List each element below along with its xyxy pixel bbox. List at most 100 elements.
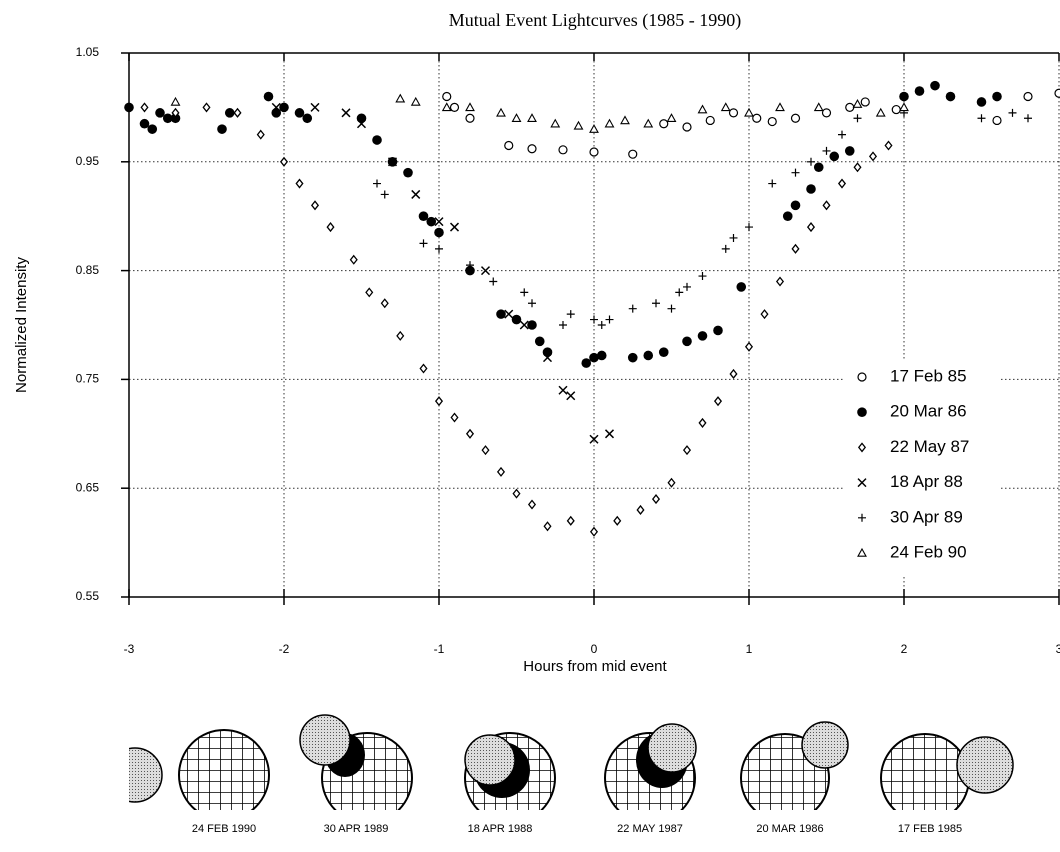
point [496, 107, 506, 117]
legend-marker [857, 407, 867, 418]
point [658, 347, 669, 358]
point [627, 352, 638, 363]
point [271, 108, 282, 118]
point [496, 309, 506, 319]
point [590, 315, 598, 324]
point [465, 428, 475, 439]
point [302, 113, 313, 124]
point [450, 412, 459, 423]
point [217, 124, 227, 134]
point [604, 429, 615, 439]
point [891, 104, 901, 115]
point [745, 223, 753, 232]
point [558, 385, 568, 395]
point [581, 358, 592, 368]
point [171, 107, 180, 118]
point [233, 107, 242, 118]
point [279, 156, 289, 167]
point [512, 488, 521, 499]
legend-label: 17 Feb 85 [890, 366, 967, 385]
point [945, 91, 956, 102]
diagram-label: 18 APR 1988 [468, 823, 533, 835]
legend-marker [857, 442, 867, 453]
point [465, 113, 475, 123]
y-tick-label: 0.55 [76, 589, 100, 603]
point [527, 144, 537, 154]
point [387, 157, 398, 167]
point [698, 417, 707, 428]
point [596, 350, 607, 361]
legend: 17 Feb 85 20 Mar 86 22 May 87 18 Apr 88 30 A… [845, 360, 1000, 575]
point [528, 299, 536, 308]
point [396, 330, 405, 341]
point [380, 298, 389, 309]
diagram [129, 714, 1014, 810]
point [976, 97, 987, 107]
point [713, 396, 723, 407]
point [566, 310, 575, 319]
point [837, 178, 847, 189]
x-tick-label: -3 [124, 642, 135, 656]
x-tick-label: 0 [591, 642, 598, 656]
legend-marker [857, 547, 867, 557]
point [682, 445, 692, 456]
point [697, 331, 708, 341]
point [613, 515, 622, 526]
point [573, 120, 584, 130]
point [721, 244, 730, 253]
point [992, 91, 1002, 102]
point [806, 184, 816, 194]
point [652, 299, 660, 308]
diagram-label: 24 FEB 1990 [192, 823, 256, 835]
point [566, 391, 576, 401]
point [395, 93, 406, 103]
point [651, 494, 661, 505]
point [775, 102, 785, 112]
point [466, 261, 474, 270]
legend-marker [857, 372, 867, 382]
point [489, 277, 498, 286]
point [449, 102, 460, 113]
y-tick-label: 0.85 [76, 263, 100, 277]
point [682, 122, 692, 132]
point [838, 130, 846, 139]
point [728, 108, 739, 118]
point [504, 140, 514, 151]
point [705, 115, 715, 126]
point [410, 96, 421, 106]
point [543, 521, 552, 532]
point [480, 266, 491, 276]
point [697, 104, 708, 114]
point [822, 200, 831, 211]
point [449, 222, 460, 232]
diagram-label: 30 APR 1989 [324, 823, 389, 835]
point [914, 86, 925, 96]
point [667, 304, 676, 313]
legend-label: 30 Apr 89 [890, 507, 963, 526]
x-tick-label: -2 [279, 642, 290, 656]
point [310, 200, 320, 211]
point [419, 239, 428, 248]
legend-label: 22 May 87 [890, 437, 969, 456]
point [224, 108, 235, 118]
chart-title: Mutual Event Lightcurves (1985 - 1990) [449, 10, 741, 31]
point [813, 102, 824, 112]
point [279, 102, 289, 113]
point [170, 113, 181, 124]
point [782, 211, 793, 221]
y-tick-label: 1.05 [76, 45, 100, 59]
point [124, 102, 134, 113]
y-tick-label: 0.65 [76, 480, 100, 494]
point [768, 179, 777, 188]
point [341, 108, 351, 118]
point [256, 129, 265, 140]
point [434, 396, 444, 407]
point [589, 124, 599, 133]
point [365, 287, 374, 298]
point [356, 119, 367, 129]
y-tick-label: 0.75 [76, 372, 100, 386]
point [899, 102, 909, 112]
point [683, 282, 691, 291]
point [434, 227, 444, 238]
point [643, 350, 654, 361]
